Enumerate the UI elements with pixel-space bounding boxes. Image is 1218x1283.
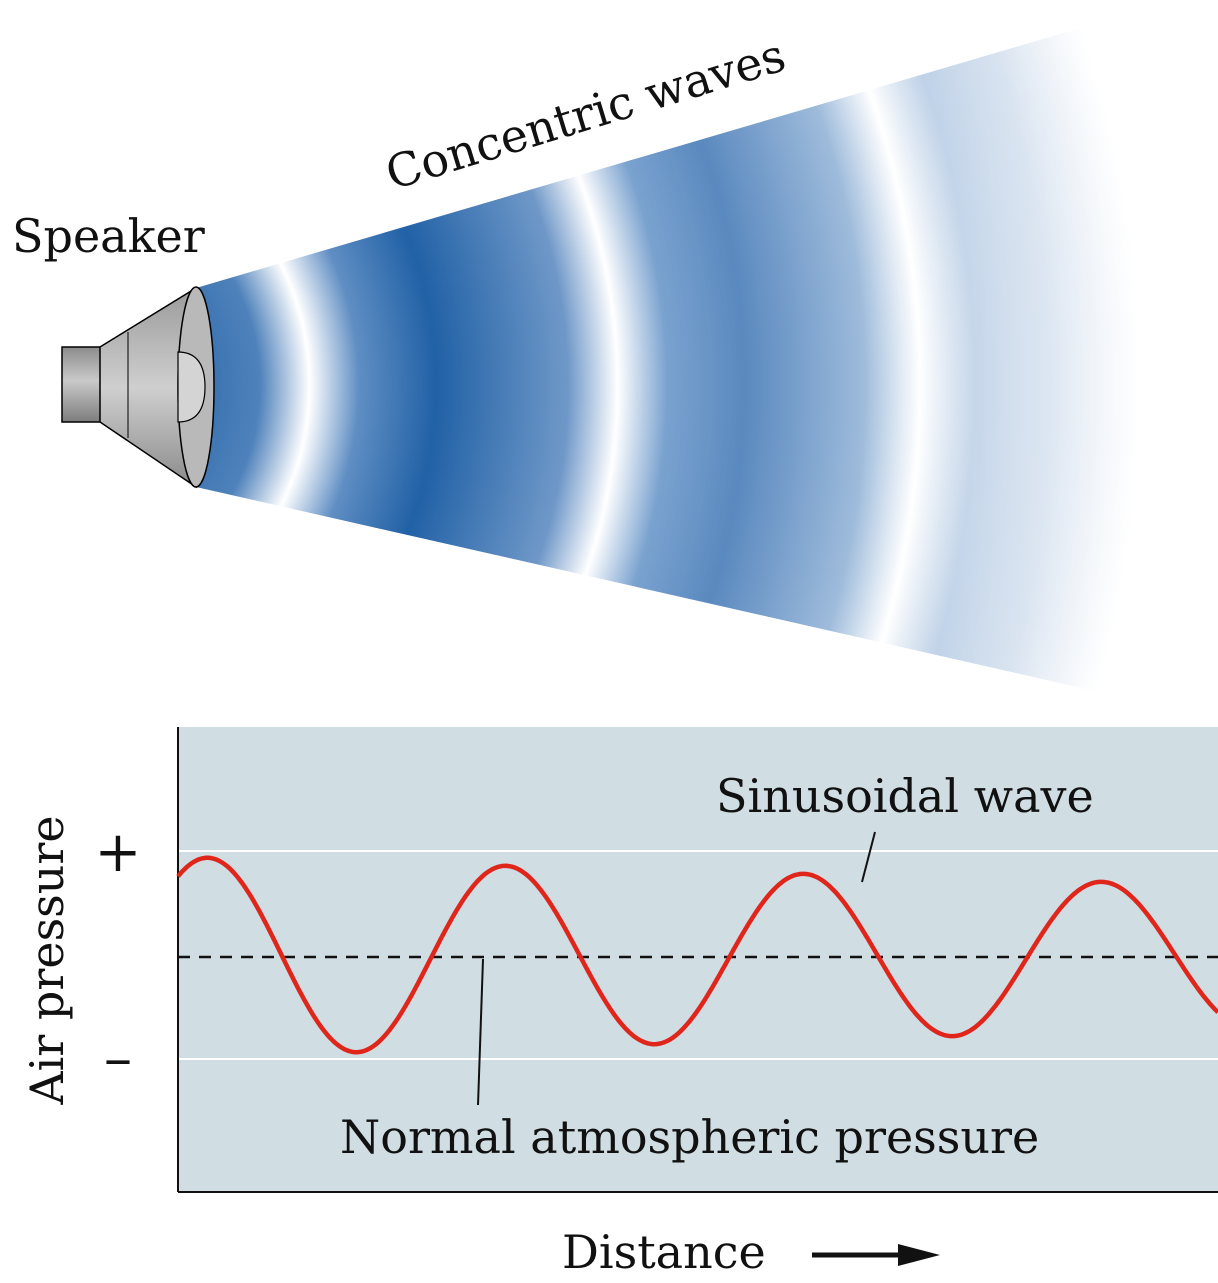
- right-arrow-icon: [812, 1244, 940, 1266]
- minus-sign: –: [104, 1026, 132, 1091]
- speaker-icon: [61, 286, 215, 489]
- plus-sign: +: [95, 820, 142, 885]
- sinusoidal-wave-pointer: [861, 831, 876, 883]
- y-axis-label: Air pressure: [20, 815, 74, 1105]
- x-axis-label: Distance: [562, 1225, 766, 1279]
- speaker-label: Speaker: [12, 209, 205, 263]
- sinusoidal-wave-label: Sinusoidal wave: [716, 769, 1094, 823]
- plot-background: [178, 727, 1218, 1192]
- sinusoidal-wave-curve: [176, 855, 1218, 1055]
- normal-pressure-label: Normal atmospheric pressure: [340, 1110, 1039, 1164]
- normal-pressure-pointer: [477, 958, 484, 1106]
- pressure-plot: [176, 727, 1218, 1193]
